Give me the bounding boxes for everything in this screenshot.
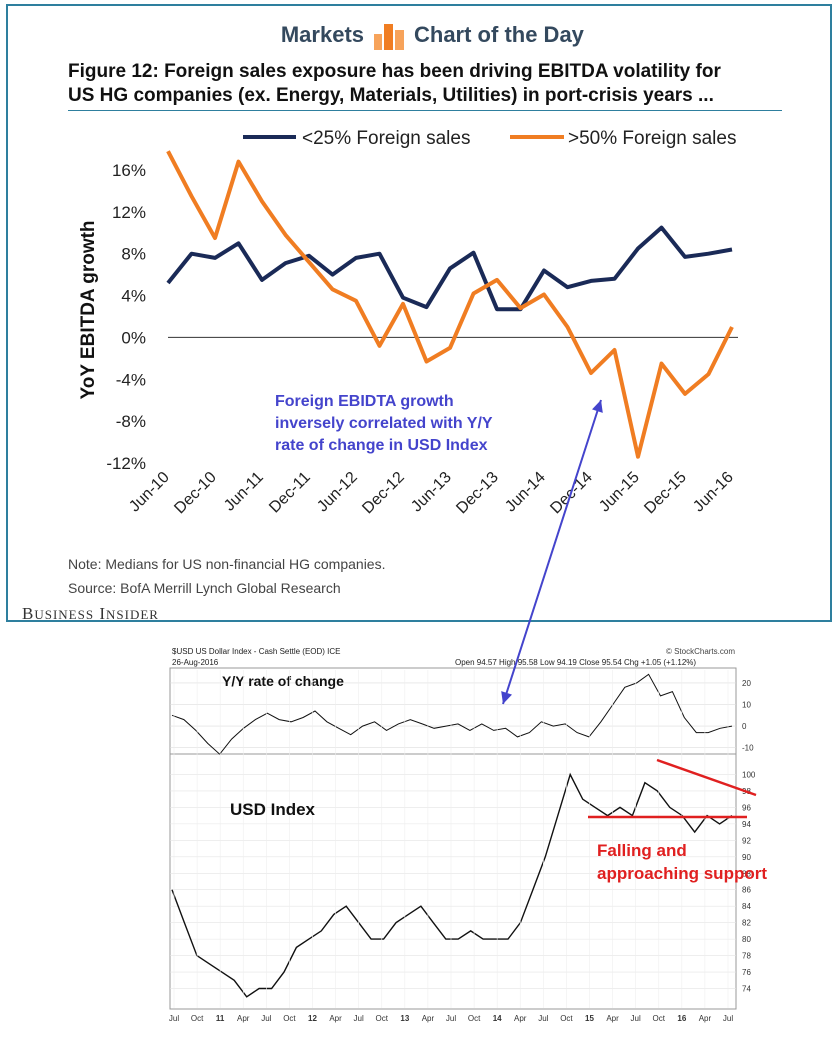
y-axis-label: YoY EBITDA growth xyxy=(78,220,99,399)
x-tick-label: Jun-14 xyxy=(502,469,549,516)
y-tick-label: 16% xyxy=(112,161,146,180)
figure-title-line1: Figure 12: Foreign sales exposure has be… xyxy=(68,61,721,82)
x-tick-label: Jun-15 xyxy=(596,469,643,516)
correlation-annotation: Foreign EBIDTA growth xyxy=(275,393,454,410)
title-divider xyxy=(68,110,782,111)
y-tick-label: -8% xyxy=(116,412,146,431)
figure-title-line2: US HG companies (ex. Energy, Materials, … xyxy=(68,85,714,106)
x-tick-label: Jun-11 xyxy=(221,469,267,515)
x-tick-label: Dec-11 xyxy=(266,469,314,517)
series-line-high-foreign xyxy=(166,150,734,459)
y-tick-label: 8% xyxy=(121,245,146,264)
y-tick-label: 0% xyxy=(121,328,146,347)
bar-chart-icon xyxy=(374,24,404,50)
y-tick-label: -12% xyxy=(106,454,146,473)
brand-markets: Markets xyxy=(280,22,364,47)
x-tick-label: Dec-14 xyxy=(547,469,596,518)
series-line-low-foreign xyxy=(166,225,733,312)
top-chart-panel: Markets Chart of the Day Figure 12: Fore… xyxy=(6,4,834,623)
brand-chart-of-the-day: Chart of the Day xyxy=(414,22,584,47)
x-tick-label: Jun-16 xyxy=(690,469,737,516)
x-tick-label: Dec-10 xyxy=(171,469,220,518)
y-tick-label: 12% xyxy=(112,203,146,222)
correlation-annotation: inversely correlated with Y/Y xyxy=(275,415,493,432)
y-tick-label: -4% xyxy=(116,370,146,389)
legend-label-low-foreign: <25% Foreign sales xyxy=(302,128,470,149)
x-tick-label: Jun-12 xyxy=(314,469,361,516)
figure-title: Figure 12: Foreign sales exposure has be… xyxy=(68,60,788,108)
chart-source: Source: BofA Merrill Lynch Global Resear… xyxy=(68,580,341,596)
business-insider-logo: BUSINESS INSIDER xyxy=(22,604,159,623)
x-tick-label: Dec-13 xyxy=(453,469,502,518)
x-tick-label: Jun-13 xyxy=(408,469,455,516)
correlation-annotation: rate of change in USD Index xyxy=(275,437,488,454)
chart-note: Note: Medians for US non-financial HG co… xyxy=(68,556,386,572)
y-tick-label: 4% xyxy=(121,287,146,306)
legend-label-high-foreign: >50% Foreign sales xyxy=(568,128,736,149)
x-tick-label: Dec-12 xyxy=(359,469,408,518)
x-tick-label: Dec-15 xyxy=(641,469,690,518)
masthead: Markets Chart of the Day xyxy=(8,20,834,54)
x-tick-label: Jun-10 xyxy=(126,469,173,516)
